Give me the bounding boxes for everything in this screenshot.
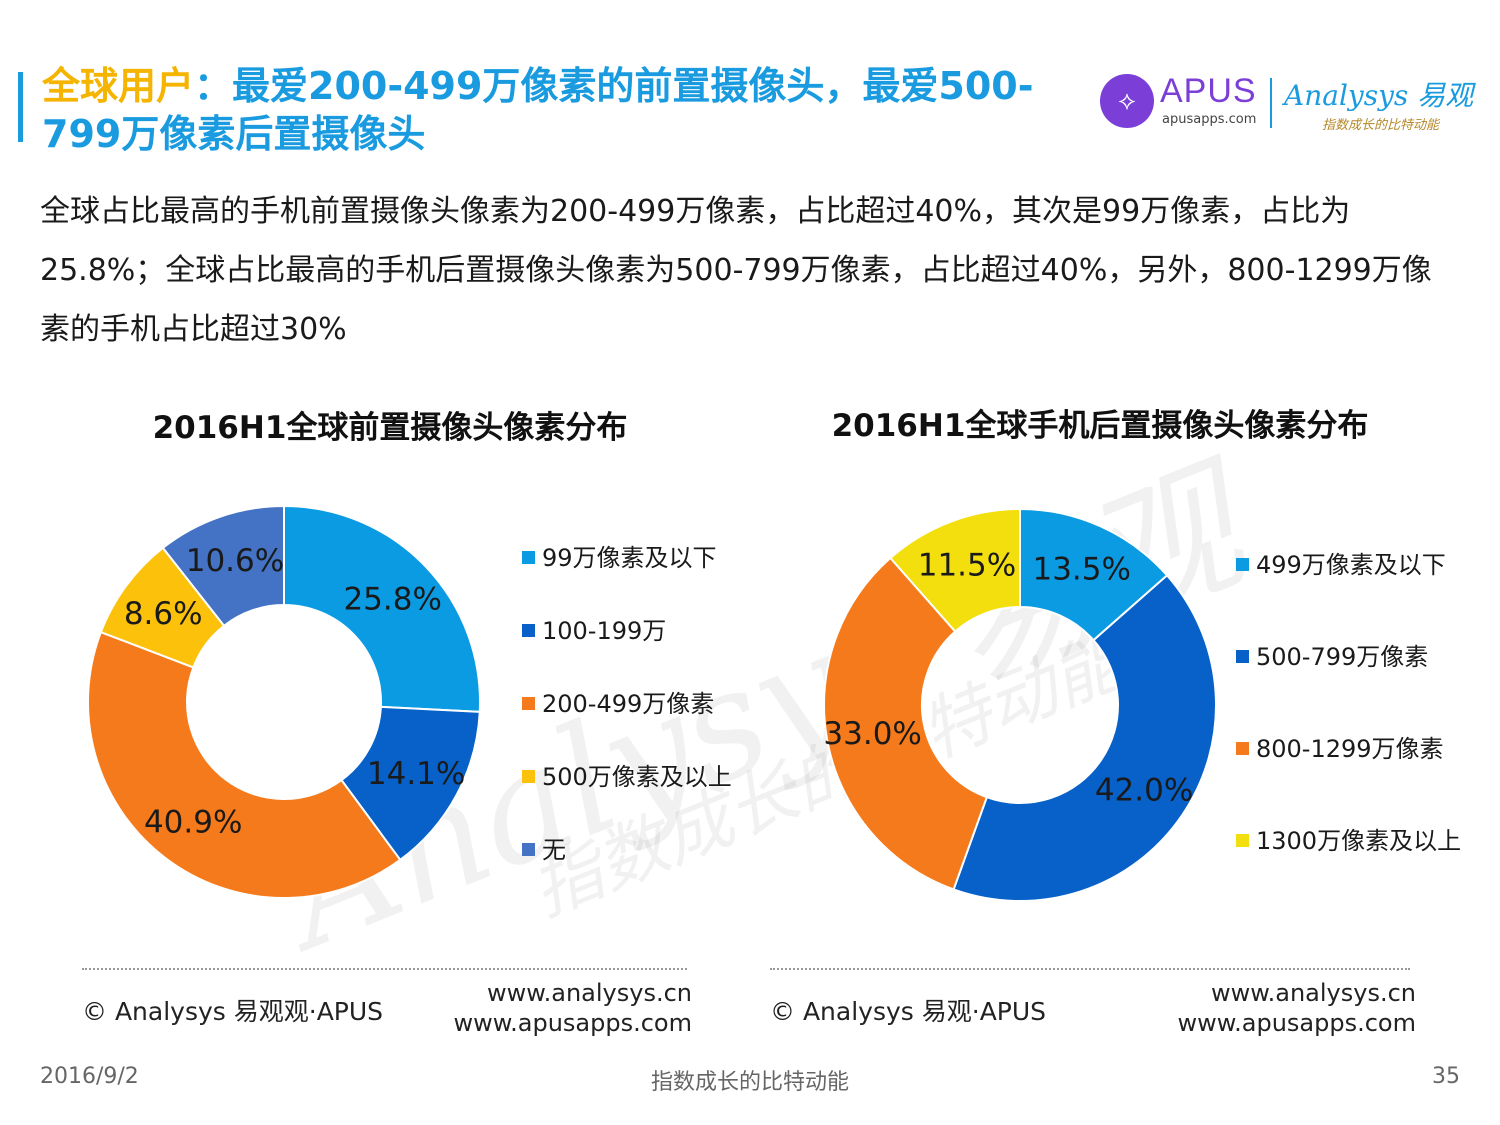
- front-legend-item-0: 99万像素及以下: [522, 538, 717, 573]
- rear-legend-label-1: 500-799万像素: [1256, 643, 1429, 671]
- analysys-logo-text: Analysys 易观: [1284, 79, 1474, 112]
- rear-slice-3: [888, 507, 1021, 633]
- front-slice-4: [161, 504, 285, 628]
- right-source-divider: [770, 968, 1410, 970]
- front-legend-label-4: 无: [542, 836, 566, 864]
- front-legend-swatch-0: [522, 550, 535, 564]
- logos: ⟡ APUS apusapps.com Analysys 易观 指数成长的比特动…: [1100, 72, 1480, 134]
- front-slice-0: [283, 504, 481, 713]
- apus-logo-icon: ⟡: [1100, 74, 1154, 128]
- rear-slice-label-2: 33.0%: [823, 716, 921, 752]
- front-legend-label-0: 99万像素及以下: [542, 544, 717, 572]
- rear-legend-label-3: 1300万像素及以上: [1256, 827, 1462, 855]
- rear-legend-item-2: 800-1299万像素: [1236, 729, 1444, 764]
- rear-legend-swatch-2: [1236, 741, 1249, 755]
- apus-url: apusapps.com: [1162, 112, 1257, 127]
- analysys-tagline: 指数成长的比特动能: [1322, 118, 1440, 133]
- front-legend-swatch-4: [522, 842, 535, 856]
- rear-slice-label-1: 42.0%: [1095, 772, 1193, 808]
- right-site-analysys: www.analysys.cn: [1210, 979, 1416, 1007]
- front-legend-item-1: 100-199万: [522, 611, 666, 646]
- right-copyright: © Analysys 易观·APUS: [770, 997, 1047, 1026]
- footer-page-number: 35: [1432, 1064, 1460, 1089]
- left-sites: www.analysys.cn www.apusapps.com: [400, 978, 692, 1038]
- front-slice-2: [87, 630, 402, 899]
- rear-legend-label-2: 800-1299万像素: [1256, 735, 1444, 763]
- title-rest: ：最爱200-499万像素的前置摄像头，最爱500-799万像素后置摄像头: [42, 64, 1034, 156]
- front-slice-label-0: 25.8%: [343, 582, 441, 618]
- title-highlight: 全球用户: [42, 64, 195, 108]
- rear-slice-2: [823, 556, 989, 891]
- front-legend-label-2: 200-499万像素: [542, 690, 715, 718]
- description: 全球占比最高的手机前置摄像头像素为200-499万像素，占比超过40%，其次是9…: [40, 194, 1432, 347]
- front-legend-item-4: 无: [522, 830, 566, 865]
- front-legend-swatch-3: [522, 769, 535, 783]
- rear-legend-label-0: 499万像素及以下: [1256, 551, 1446, 579]
- rear-legend-swatch-0: [1236, 557, 1249, 571]
- rear-legend-item-3: 1300万像素及以上: [1236, 821, 1461, 856]
- left-site-apus: www.apusapps.com: [453, 1009, 692, 1037]
- front-chart-title: 2016H1全球前置摄像头像素分布: [152, 410, 628, 446]
- title-accent-bar: [18, 72, 23, 142]
- front-slice-label-4: 10.6%: [186, 543, 284, 579]
- page-title: 全球用户：最爱200-499万像素的前置摄像头，最爱500-799万像素后置摄像…: [42, 62, 1102, 158]
- footer-tagline: 指数成长的比特动能: [650, 1070, 849, 1095]
- left-source-divider: [82, 968, 687, 970]
- logo-divider: [1270, 78, 1272, 128]
- left-site-analysys: www.analysys.cn: [486, 979, 692, 1007]
- apus-logo-text: APUS: [1160, 72, 1257, 110]
- front-legend-item-2: 200-499万像素: [522, 684, 714, 719]
- rear-slice-label-0: 13.5%: [1032, 551, 1130, 587]
- front-slice-label-1: 14.1%: [367, 756, 465, 792]
- rear-slice-1: [952, 573, 1217, 902]
- footer-date: 2016/9/2: [40, 1064, 139, 1089]
- rear-chart-title: 2016H1全球手机后置摄像头像素分布: [831, 408, 1369, 444]
- front-legend-swatch-2: [522, 696, 535, 710]
- rear-legend-swatch-3: [1236, 833, 1249, 847]
- front-legend-label-3: 500万像素及以上: [542, 763, 732, 791]
- front-slice-label-3: 8.6%: [124, 596, 203, 632]
- rear-legend-swatch-1: [1236, 649, 1249, 663]
- front-slice-label-2: 40.9%: [144, 804, 242, 840]
- rear-slice-label-3: 11.5%: [918, 548, 1016, 584]
- rear-legend-item-1: 500-799万像素: [1236, 637, 1428, 672]
- rear-legend-item-0: 499万像素及以下: [1236, 545, 1446, 580]
- right-sites: www.analysys.cn www.apusapps.com: [1100, 978, 1416, 1038]
- front-legend-label-1: 100-199万: [542, 617, 667, 645]
- front-legend-swatch-1: [522, 623, 535, 637]
- right-site-apus: www.apusapps.com: [1177, 1009, 1416, 1037]
- front-legend-item-3: 500万像素及以上: [522, 757, 732, 792]
- left-copyright: © Analysys 易观观·APUS: [82, 997, 384, 1026]
